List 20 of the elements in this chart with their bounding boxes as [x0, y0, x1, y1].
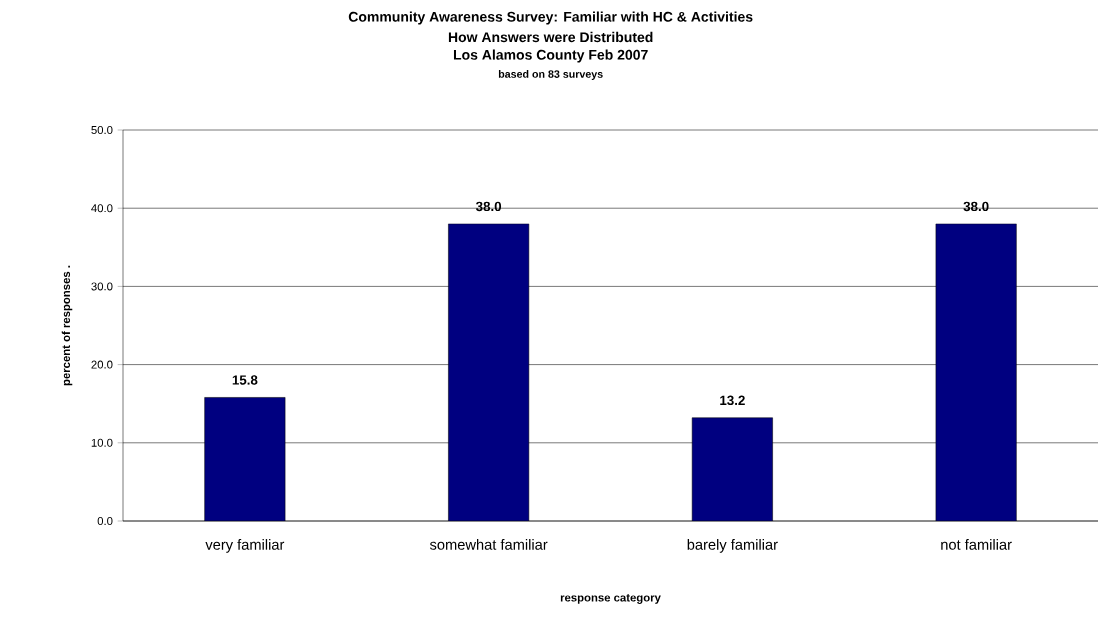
y-tick-label: 50.0	[91, 126, 113, 135]
text: Los Alamos County Feb 2007	[453, 49, 648, 63]
x-tick-label: barely familiar	[687, 539, 778, 553]
y-tick-label: 30.0	[91, 282, 113, 291]
data-label: 38.0	[475, 201, 502, 212]
x-axis-title: response category	[560, 594, 661, 604]
x-tick-label: very familiar	[205, 539, 285, 553]
y-tick-label: 40.0	[91, 204, 113, 213]
chart-subtitle: How Answers were Distributed	[448, 31, 653, 43]
y-axis-title: percent of responses .	[61, 265, 73, 386]
data-label: 15.8	[232, 375, 258, 385]
y-tick-label: 20.0	[91, 360, 113, 369]
data-label: 13.2	[720, 395, 745, 406]
y-tick-label: 10.0	[91, 438, 113, 447]
text: based on 83 surveys	[498, 70, 603, 80]
chart-title: Community Awareness Survey: Familiar with HC & Activities	[348, 11, 753, 25]
x-tick-label: somewhat familiar	[429, 539, 548, 550]
data-label: 38.0	[963, 201, 989, 212]
x-tick-label: not familiar	[941, 539, 1012, 550]
y-tick-label: 0.0	[97, 517, 113, 526]
